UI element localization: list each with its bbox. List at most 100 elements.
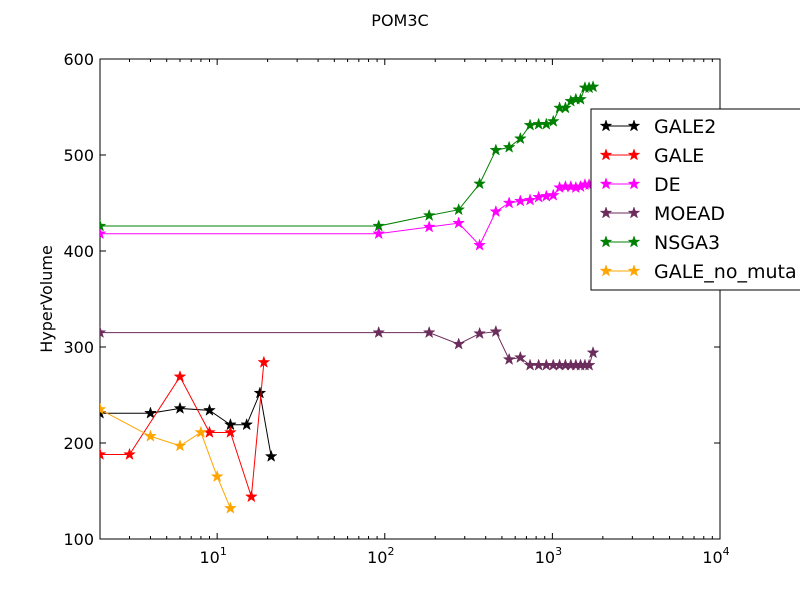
data-point <box>586 80 600 93</box>
data-point <box>100 219 107 232</box>
legend-marker <box>627 119 641 132</box>
legend-marker <box>599 177 613 190</box>
y-tick-label: 300 <box>63 338 94 357</box>
data-point <box>586 345 600 359</box>
axes-frame <box>99 58 721 540</box>
series-gale-no-muta <box>100 402 237 514</box>
legend-label: GALE_no_muta <box>654 261 797 283</box>
y-tick-label: 600 <box>63 50 94 69</box>
legend-label: GALE2 <box>654 116 716 138</box>
legend-marker <box>599 235 613 248</box>
data-point <box>100 226 107 240</box>
data-point <box>473 177 487 190</box>
data-point <box>513 131 527 145</box>
data-point <box>546 114 560 127</box>
data-point <box>473 238 487 251</box>
y-tick-label: 400 <box>63 242 94 261</box>
legend-entry: GALE <box>599 145 704 167</box>
legend-entry: NSGA3 <box>599 232 720 254</box>
legend-entry: GALE2 <box>599 116 716 138</box>
data-point <box>264 449 278 462</box>
legend-label: DE <box>654 174 681 196</box>
x-tick-exponent: 3 <box>555 545 562 558</box>
legend-marker <box>599 148 613 161</box>
series-line <box>100 391 272 457</box>
data-point <box>173 439 187 452</box>
legend-marker <box>627 177 641 190</box>
legend-box <box>590 108 800 291</box>
x-tick-label: 103 <box>535 545 562 567</box>
data-point <box>473 326 487 340</box>
y-tick-label: 500 <box>63 146 94 165</box>
data-point <box>489 204 503 218</box>
series-gale <box>100 355 271 503</box>
legend-marker <box>627 264 641 277</box>
data-point <box>144 406 157 419</box>
data-point <box>513 350 527 364</box>
y-tick-label: 100 <box>63 530 94 549</box>
data-point <box>502 196 516 209</box>
x-tick-base: 10 <box>702 548 722 567</box>
data-point <box>100 325 107 339</box>
data-point <box>422 208 436 221</box>
x-tick-label: 101 <box>199 545 226 567</box>
legend-entry: DE <box>599 174 681 196</box>
data-point <box>144 429 157 442</box>
data-point <box>123 447 136 460</box>
series-de <box>100 177 600 251</box>
data-point <box>372 325 386 339</box>
data-point <box>558 101 572 114</box>
data-point <box>574 92 587 105</box>
data-point <box>173 401 187 414</box>
data-point <box>513 194 527 207</box>
data-point <box>582 358 596 371</box>
x-tick-base: 10 <box>535 548 555 567</box>
legend-label: MOEAD <box>654 203 725 225</box>
data-point <box>253 386 267 399</box>
data-point <box>502 352 516 365</box>
series-gale2 <box>100 386 278 462</box>
data-point <box>452 337 466 350</box>
chart-title: POM3C <box>371 11 428 30</box>
y-axis-title: HyperVolume <box>37 245 56 353</box>
data-point <box>244 489 258 503</box>
legend: GALE2 GALE DE MOEAD NSGA3 GALE_no_muta <box>590 108 800 291</box>
legend-label: GALE <box>654 145 704 167</box>
data-point <box>452 202 466 216</box>
data-point <box>257 355 271 368</box>
data-point <box>422 220 436 233</box>
data-point <box>539 117 553 130</box>
data-point <box>100 447 107 460</box>
data-point <box>489 324 503 338</box>
data-point <box>240 417 254 431</box>
x-tick-exponent: 2 <box>387 545 394 558</box>
data-point <box>223 501 237 514</box>
data-point <box>372 226 386 240</box>
legend-marker <box>627 235 641 248</box>
legend-marker <box>599 264 613 277</box>
series-layer <box>100 80 600 514</box>
x-tick-exponent: 1 <box>220 545 227 558</box>
data-point <box>489 143 503 156</box>
legend-marker <box>627 148 641 161</box>
x-tick-label: 102 <box>367 545 394 567</box>
y-tick-label: 200 <box>63 434 94 453</box>
data-point <box>523 193 537 206</box>
data-point <box>502 140 516 153</box>
legend-entry: MOEAD <box>599 203 725 225</box>
x-tick-exponent: 4 <box>723 545 730 558</box>
data-point <box>223 425 237 438</box>
data-point <box>452 216 466 229</box>
data-point <box>422 325 436 339</box>
x-tick-label: 104 <box>702 545 729 567</box>
data-point <box>194 425 208 438</box>
data-point <box>100 402 107 415</box>
x-tick-base: 10 <box>199 548 219 567</box>
legend-marker <box>627 206 641 219</box>
legend-entries: GALE2 GALE DE MOEAD NSGA3 GALE_no_muta <box>599 116 797 283</box>
series-line <box>100 408 231 509</box>
